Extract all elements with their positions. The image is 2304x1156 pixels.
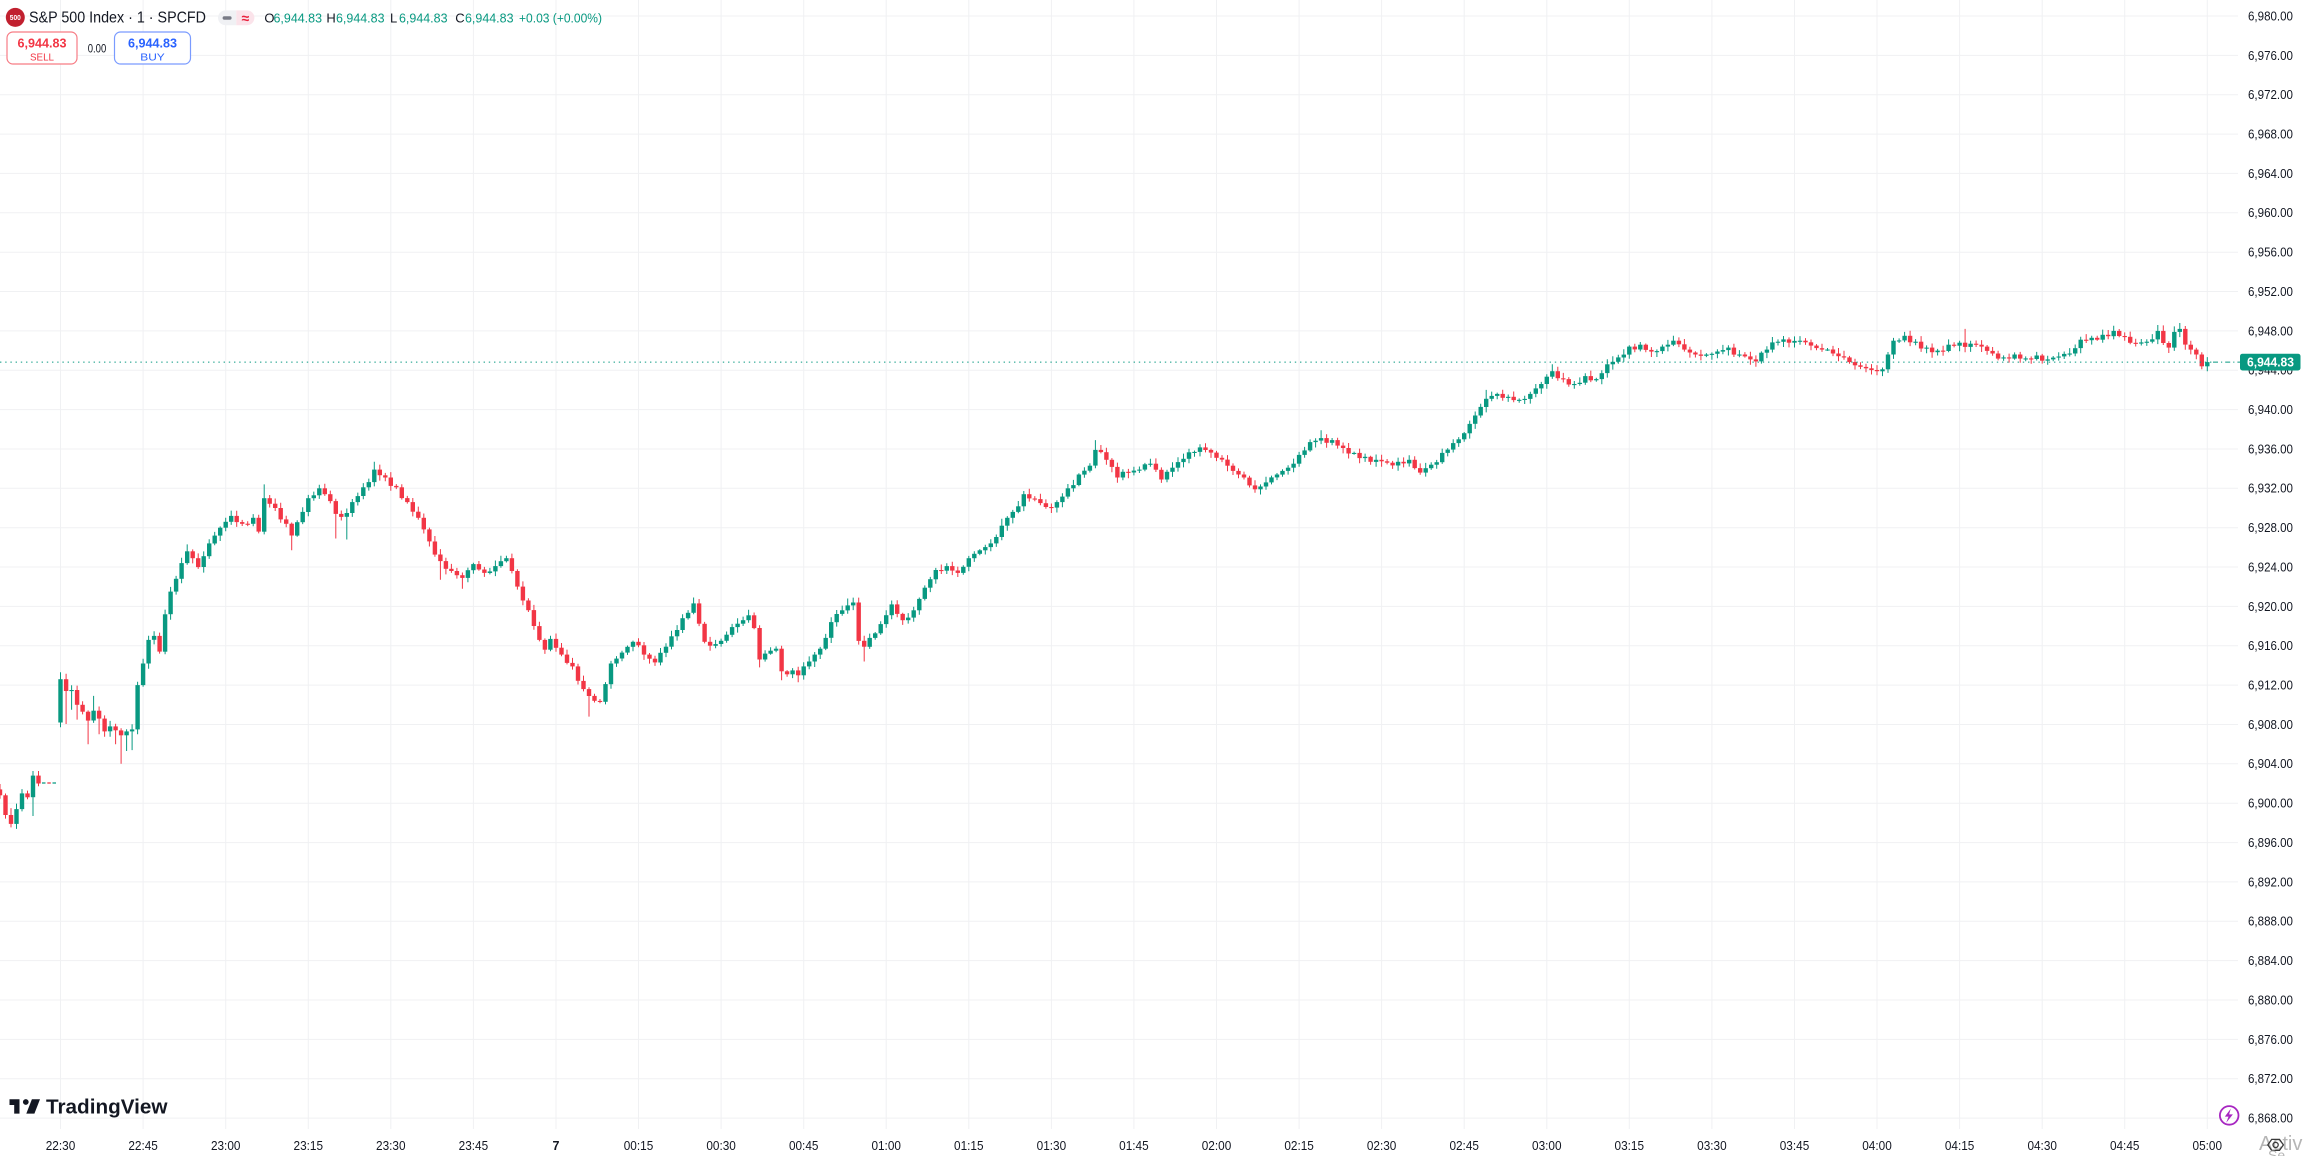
svg-text:6,916.00: 6,916.00 bbox=[2248, 639, 2293, 653]
svg-text:0.00: 0.00 bbox=[88, 42, 107, 56]
svg-text:23:45: 23:45 bbox=[459, 1139, 489, 1153]
svg-text:6,932.00: 6,932.00 bbox=[2248, 482, 2293, 496]
svg-text:22:45: 22:45 bbox=[128, 1139, 158, 1153]
svg-text:05:00: 05:00 bbox=[2193, 1139, 2223, 1153]
svg-text:6,976.00: 6,976.00 bbox=[2248, 49, 2293, 63]
svg-text:O: O bbox=[264, 11, 274, 26]
svg-text:6,944.83: 6,944.83 bbox=[2247, 356, 2294, 370]
svg-text:6,880.00: 6,880.00 bbox=[2248, 993, 2293, 1007]
svg-text:22:30: 22:30 bbox=[46, 1139, 76, 1153]
svg-text:6,956.00: 6,956.00 bbox=[2248, 246, 2293, 260]
svg-text:6,944.83: 6,944.83 bbox=[465, 11, 514, 26]
svg-text:04:00: 04:00 bbox=[1862, 1139, 1892, 1153]
svg-text:02:30: 02:30 bbox=[1367, 1139, 1397, 1153]
svg-text:C: C bbox=[455, 11, 464, 26]
svg-text:6,940.00: 6,940.00 bbox=[2248, 403, 2293, 417]
svg-text:6,972.00: 6,972.00 bbox=[2248, 88, 2293, 102]
svg-text:Activ: Activ bbox=[2259, 1133, 2302, 1155]
svg-text:SELL: SELL bbox=[30, 52, 54, 64]
svg-text:6,924.00: 6,924.00 bbox=[2248, 560, 2293, 574]
svg-text:02:00: 02:00 bbox=[1202, 1139, 1232, 1153]
svg-text:6,904.00: 6,904.00 bbox=[2248, 757, 2293, 771]
svg-text:6,936.00: 6,936.00 bbox=[2248, 442, 2293, 456]
svg-text:BUY: BUY bbox=[140, 52, 165, 64]
svg-text:6,944.83: 6,944.83 bbox=[18, 36, 67, 51]
svg-text:23:00: 23:00 bbox=[211, 1139, 241, 1153]
svg-text:6,960.00: 6,960.00 bbox=[2248, 206, 2293, 220]
svg-text:+0.03 (+0.00%): +0.03 (+0.00%) bbox=[519, 11, 602, 26]
svg-text:6,896.00: 6,896.00 bbox=[2248, 836, 2293, 850]
svg-text:6,908.00: 6,908.00 bbox=[2248, 718, 2293, 732]
svg-text:00:45: 00:45 bbox=[789, 1139, 819, 1153]
svg-text:6,944.83: 6,944.83 bbox=[128, 36, 177, 51]
svg-text:6,928.00: 6,928.00 bbox=[2248, 521, 2293, 535]
svg-text:6,872.00: 6,872.00 bbox=[2248, 1072, 2293, 1086]
svg-text:6,912.00: 6,912.00 bbox=[2248, 679, 2293, 693]
svg-text:23:15: 23:15 bbox=[294, 1139, 324, 1153]
svg-text:6,952.00: 6,952.00 bbox=[2248, 285, 2293, 299]
svg-text:6,876.00: 6,876.00 bbox=[2248, 1033, 2293, 1047]
svg-text:7: 7 bbox=[553, 1139, 560, 1153]
svg-text:6,900.00: 6,900.00 bbox=[2248, 797, 2293, 811]
svg-text:6,964.00: 6,964.00 bbox=[2248, 167, 2293, 181]
svg-text:04:45: 04:45 bbox=[2110, 1139, 2140, 1153]
svg-text:500: 500 bbox=[10, 13, 21, 22]
svg-text:23:30: 23:30 bbox=[376, 1139, 406, 1153]
svg-text:≈: ≈ bbox=[241, 10, 249, 26]
svg-text:H: H bbox=[326, 11, 335, 26]
svg-text:6,944.83: 6,944.83 bbox=[274, 11, 323, 26]
svg-text:6,920.00: 6,920.00 bbox=[2248, 600, 2293, 614]
svg-text:6,980.00: 6,980.00 bbox=[2248, 9, 2293, 23]
svg-text:03:45: 03:45 bbox=[1780, 1139, 1810, 1153]
svg-text:S&P 500 Index · 1 · SPCFD: S&P 500 Index · 1 · SPCFD bbox=[29, 10, 206, 27]
svg-text:04:30: 04:30 bbox=[2027, 1139, 2057, 1153]
svg-text:6,868.00: 6,868.00 bbox=[2248, 1112, 2293, 1126]
svg-text:6,944.83: 6,944.83 bbox=[399, 11, 448, 26]
svg-text:01:00: 01:00 bbox=[871, 1139, 901, 1153]
svg-text:02:15: 02:15 bbox=[1284, 1139, 1314, 1153]
svg-text:03:15: 03:15 bbox=[1615, 1139, 1645, 1153]
svg-text:6,944.83: 6,944.83 bbox=[336, 11, 385, 26]
svg-text:01:15: 01:15 bbox=[954, 1139, 984, 1153]
svg-text:6,948.00: 6,948.00 bbox=[2248, 324, 2293, 338]
svg-text:TradingView: TradingView bbox=[46, 1096, 168, 1119]
svg-text:Se: Se bbox=[2268, 1147, 2285, 1156]
svg-text:6,884.00: 6,884.00 bbox=[2248, 954, 2293, 968]
svg-text:00:15: 00:15 bbox=[624, 1139, 654, 1153]
svg-text:02:45: 02:45 bbox=[1449, 1139, 1479, 1153]
svg-text:04:15: 04:15 bbox=[1945, 1139, 1975, 1153]
svg-text:01:30: 01:30 bbox=[1037, 1139, 1067, 1153]
svg-text:03:30: 03:30 bbox=[1697, 1139, 1727, 1153]
svg-text:6,968.00: 6,968.00 bbox=[2248, 128, 2293, 142]
svg-text:6,888.00: 6,888.00 bbox=[2248, 915, 2293, 929]
svg-text:L: L bbox=[390, 11, 397, 26]
svg-text:6,892.00: 6,892.00 bbox=[2248, 875, 2293, 889]
svg-text:01:45: 01:45 bbox=[1119, 1139, 1149, 1153]
svg-text:00:30: 00:30 bbox=[706, 1139, 736, 1153]
svg-text:03:00: 03:00 bbox=[1532, 1139, 1562, 1153]
